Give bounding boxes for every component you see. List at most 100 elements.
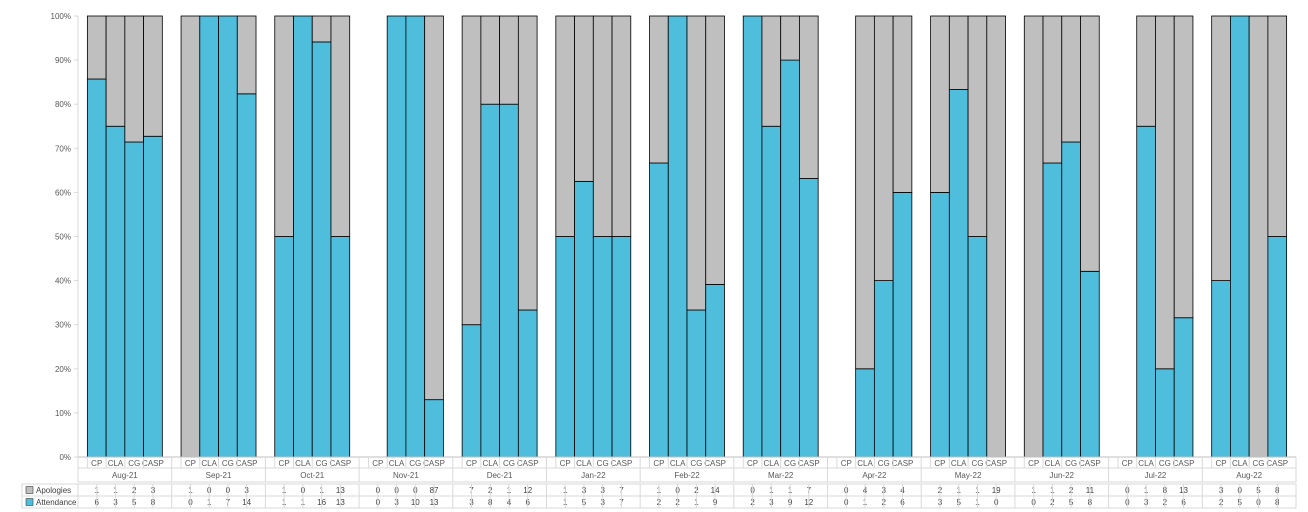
bar-apologies [649,15,669,164]
x-subcategory-label: CG [878,459,890,468]
bar-apologies [948,15,969,90]
bar-attendance [705,284,725,458]
x-group-label: Jun-22 [1050,471,1075,480]
y-tick-label: 50% [55,233,71,242]
x-subcategory-label: CASP [611,459,633,468]
bar-apologies [555,15,575,237]
x-subcategory-label: CG [409,459,421,468]
x-subcategory-label: CP [1215,459,1226,468]
bar-apologies [86,15,107,80]
bar-apologies [574,15,594,182]
bar-apologies [705,15,725,285]
bar-attendance [1042,162,1063,458]
bar-apologies [986,15,1006,458]
x-subcategory-label: CASP [1173,459,1195,468]
bar-attendance [611,236,632,458]
bar-attendance [649,162,669,458]
bar-apologies [930,15,950,193]
x-subcategory-label: CASP [892,459,914,468]
y-tick-label: 40% [55,277,71,286]
y-tick-label: 60% [55,188,71,197]
bar-attendance [105,125,126,458]
data-table: Apologies1123100310113000877211213371021… [21,483,1297,509]
bar-apologies [611,15,632,237]
bar-apologies [180,15,201,458]
bar-apologies [124,15,144,143]
y-tick-label: 20% [55,365,71,374]
bar-apologies [105,15,126,127]
y-tick-label: 90% [55,56,71,65]
bar-apologies [330,15,351,237]
bar-attendance [667,15,688,458]
bar-apologies [311,15,332,43]
bar-apologies [1080,15,1100,272]
x-subcategory-label: CP [1122,459,1133,468]
x-subcategory-label: CLA [295,459,311,468]
y-tick-label: 10% [55,409,71,418]
x-group-label: Sep-21 [206,471,232,480]
y-axis: 0% 10% 20% 30% 40% 50% 60% 70% 80% 90% 100% [51,12,79,462]
bar-attendance [386,15,407,458]
y-tick-label: 80% [55,100,71,109]
x-subcategory-label: CG [690,459,702,468]
bar-apologies [1248,15,1269,458]
bar-attendance [873,280,894,458]
bar-apologies [1155,15,1175,370]
x-subcategory-label: CASP [1266,459,1288,468]
bar-apologies [855,15,875,370]
bar-apologies [1211,15,1231,282]
x-subcategory-label: CASP [985,459,1007,468]
bar-attendance [274,236,294,458]
bar-attendance [761,125,782,458]
bar-apologies [761,15,782,127]
y-tick-label: 0% [59,453,71,462]
bar-apologies [1136,15,1156,127]
bar-attendance [405,15,426,458]
x-subcategory-label: CP [185,459,196,468]
legend-label-attendance: Attendance [36,498,77,507]
bar-attendance [311,41,332,458]
bar-apologies [1042,15,1063,164]
x-subcategory-label: CP [372,459,383,468]
x-group-label: Apr-22 [862,471,887,480]
x-subcategory-label: CASP [423,459,445,468]
x-subcategory-label: CASP [517,459,539,468]
x-subcategory-label: CG [1065,459,1077,468]
x-subcategory-label: CG [128,459,140,468]
x-subcategory-label: CG [316,459,328,468]
legend-key-attendance [25,498,34,506]
bar-attendance [330,236,351,458]
bar-attendance [948,89,969,458]
x-subcategory-label: CG [1253,459,1265,468]
legend-label-apologies: Apologies [36,486,71,495]
x-subcategory-label: CP [560,459,571,468]
bar-attendance [86,78,107,458]
x-group-label: May-22 [955,471,982,480]
x-group-label: Aug-22 [1236,471,1262,480]
x-subcategory-label: CG [971,459,983,468]
x-subcategory-label: CG [503,459,515,468]
bar-attendance [199,15,219,458]
bar-attendance [517,309,538,458]
bar-apologies [892,15,913,193]
x-subcategory-label: CP [91,459,102,468]
bar-attendance [1267,236,1288,458]
x-subcategory-label: CG [784,459,796,468]
x-subcategory-label: CASP [798,459,820,468]
bar-attendance [967,236,988,458]
x-subcategory-label: CLA [764,459,780,468]
bars [86,15,1288,458]
bar-attendance [686,309,707,458]
y-tick-label: 100% [51,12,71,21]
bar-apologies [424,15,444,401]
x-subcategory-label: CLA [201,459,217,468]
x-subcategory-label: CLA [1232,459,1248,468]
x-subcategory-label: CLA [857,459,873,468]
bar-attendance [143,135,163,458]
x-subcategory-label: CASP [704,459,726,468]
bar-attendance [424,399,444,458]
bar-attendance [1155,368,1175,458]
bar-attendance [218,15,238,458]
bar-attendance [1136,125,1156,458]
